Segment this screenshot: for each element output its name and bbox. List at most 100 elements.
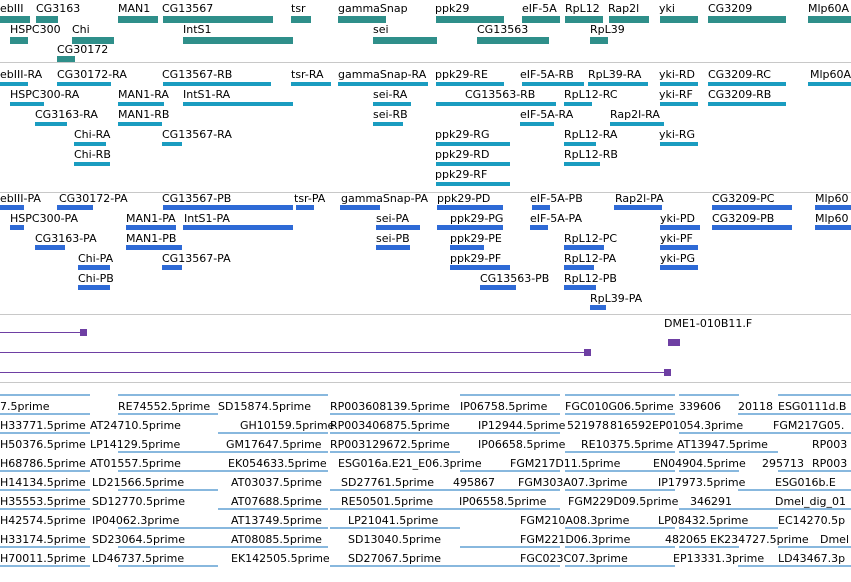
est-label[interactable]: EK142505.5prime: [231, 552, 330, 565]
est-glyph[interactable]: [218, 527, 328, 529]
est-label[interactable]: 346291: [690, 495, 732, 508]
est-glyph[interactable]: [778, 508, 851, 510]
est-label[interactable]: H33771.5prime: [0, 419, 86, 432]
est-glyph[interactable]: [679, 527, 739, 529]
est-label[interactable]: ESG016b.E: [775, 476, 836, 489]
alignment-label[interactable]: DME1-010B11.F: [664, 317, 753, 330]
transcript-label[interactable]: CG3209-RB: [708, 88, 772, 101]
gene-label[interactable]: CG3163: [36, 2, 81, 15]
transcript-label[interactable]: CG30172-RA: [57, 68, 127, 81]
est-label[interactable]: LD46737.5prime: [92, 552, 185, 565]
est-glyph[interactable]: [330, 508, 460, 510]
est-glyph[interactable]: [679, 432, 739, 434]
gene-glyph[interactable]: [590, 37, 608, 44]
gene-label[interactable]: HSPC300: [10, 23, 61, 36]
est-glyph[interactable]: [118, 470, 218, 472]
gene-glyph[interactable]: [609, 16, 649, 23]
protein-glyph[interactable]: [660, 225, 700, 230]
protein-label[interactable]: CG3163-PA: [35, 232, 97, 245]
est-label[interactable]: FGM210A08.3prime: [520, 514, 630, 527]
transcript-glyph[interactable]: [436, 102, 556, 106]
est-glyph[interactable]: [738, 451, 778, 453]
est-glyph[interactable]: [565, 527, 675, 529]
gene-glyph[interactable]: [808, 16, 851, 23]
est-label[interactable]: IP06758.5prime: [460, 400, 548, 413]
gene-label[interactable]: IntS1: [183, 23, 212, 36]
protein-glyph[interactable]: [437, 205, 503, 210]
est-label[interactable]: RE50501.5prime: [341, 495, 434, 508]
protein-label[interactable]: CG13567-PA: [162, 252, 231, 265]
est-glyph[interactable]: [778, 489, 851, 491]
est-label[interactable]: RE10375.5prime: [581, 438, 674, 451]
transcript-label[interactable]: yki-RD: [659, 68, 696, 81]
transcript-glyph[interactable]: [564, 142, 596, 146]
est-glyph[interactable]: [118, 451, 218, 453]
est-label[interactable]: LP21041.5prime: [348, 514, 439, 527]
est-glyph[interactable]: [565, 394, 675, 396]
gene-glyph[interactable]: [338, 16, 372, 23]
est-label[interactable]: H42574.5prime: [0, 514, 86, 527]
est-glyph[interactable]: [738, 489, 778, 491]
est-glyph[interactable]: [679, 470, 739, 472]
protein-label[interactable]: CG3209-PC: [712, 192, 775, 205]
transcript-label[interactable]: tsr-RA: [291, 68, 324, 81]
est-glyph[interactable]: [738, 508, 778, 510]
protein-glyph[interactable]: [532, 205, 550, 210]
gene-glyph[interactable]: [708, 16, 786, 23]
protein-label[interactable]: sei-PB: [376, 232, 410, 245]
gene-label[interactable]: Chi: [72, 23, 90, 36]
protein-glyph[interactable]: [10, 225, 24, 230]
protein-glyph[interactable]: [564, 285, 596, 290]
est-glyph[interactable]: [218, 394, 328, 396]
est-glyph[interactable]: [778, 413, 851, 415]
gene-glyph[interactable]: [36, 16, 58, 23]
protein-label[interactable]: Mlp60: [815, 192, 849, 205]
transcript-glyph[interactable]: [35, 122, 67, 126]
transcript-glyph[interactable]: [520, 122, 554, 126]
transcript-glyph[interactable]: [162, 142, 182, 146]
transcript-glyph[interactable]: [163, 82, 271, 86]
est-label[interactable]: ESG016a.E21_E06.3prime: [338, 457, 482, 470]
transcript-glyph[interactable]: [373, 102, 411, 106]
protein-label[interactable]: eIF-5A-PA: [530, 212, 583, 225]
transcript-glyph[interactable]: [436, 142, 510, 146]
gene-label[interactable]: CG3209: [708, 2, 753, 15]
est-glyph[interactable]: [778, 546, 851, 548]
transcript-glyph[interactable]: [522, 82, 584, 86]
est-glyph[interactable]: [330, 413, 460, 415]
est-glyph[interactable]: [118, 394, 218, 396]
transcript-label[interactable]: CG3163-RA: [35, 108, 98, 121]
est-label[interactable]: 816592: [610, 419, 652, 432]
gene-glyph[interactable]: [118, 16, 158, 23]
est-label[interactable]: GH10159.5prime: [240, 419, 335, 432]
est-glyph[interactable]: [0, 432, 90, 434]
est-glyph[interactable]: [460, 432, 560, 434]
protein-label[interactable]: ppk29-PD: [437, 192, 491, 205]
est-label[interactable]: FGM217D11.5prime: [510, 457, 621, 470]
transcript-label[interactable]: CG3209-RC: [708, 68, 771, 81]
gene-glyph[interactable]: [163, 16, 273, 23]
protein-label[interactable]: MAN1-PA: [126, 212, 176, 225]
protein-glyph[interactable]: [712, 225, 792, 230]
protein-label[interactable]: gammaSnap-PA: [341, 192, 428, 205]
transcript-label[interactable]: ppk29-RE: [435, 68, 488, 81]
transcript-label[interactable]: ppk29-RG: [435, 128, 490, 141]
transcript-label[interactable]: ebIII-RA: [0, 68, 43, 81]
est-glyph[interactable]: [460, 413, 560, 415]
gene-glyph[interactable]: [660, 16, 698, 23]
protein-label[interactable]: ppk29-PE: [450, 232, 502, 245]
est-label[interactable]: FGC010G06.5prime: [565, 400, 674, 413]
transcript-glyph[interactable]: [708, 102, 786, 106]
protein-label[interactable]: Chi-PA: [78, 252, 114, 265]
est-label[interactable]: H35553.5prime: [0, 495, 86, 508]
est-glyph[interactable]: [565, 489, 675, 491]
protein-label[interactable]: tsr-PA: [294, 192, 326, 205]
protein-label[interactable]: yki-PD: [660, 212, 696, 225]
transcript-label[interactable]: RpL12-RB: [564, 148, 618, 161]
protein-glyph[interactable]: [57, 205, 93, 210]
est-glyph[interactable]: [738, 565, 778, 567]
est-label[interactable]: EN04904.5prime: [653, 457, 746, 470]
est-label[interactable]: EP13331.3prime: [673, 552, 765, 565]
protein-glyph[interactable]: [376, 225, 420, 230]
est-glyph[interactable]: [565, 451, 675, 453]
